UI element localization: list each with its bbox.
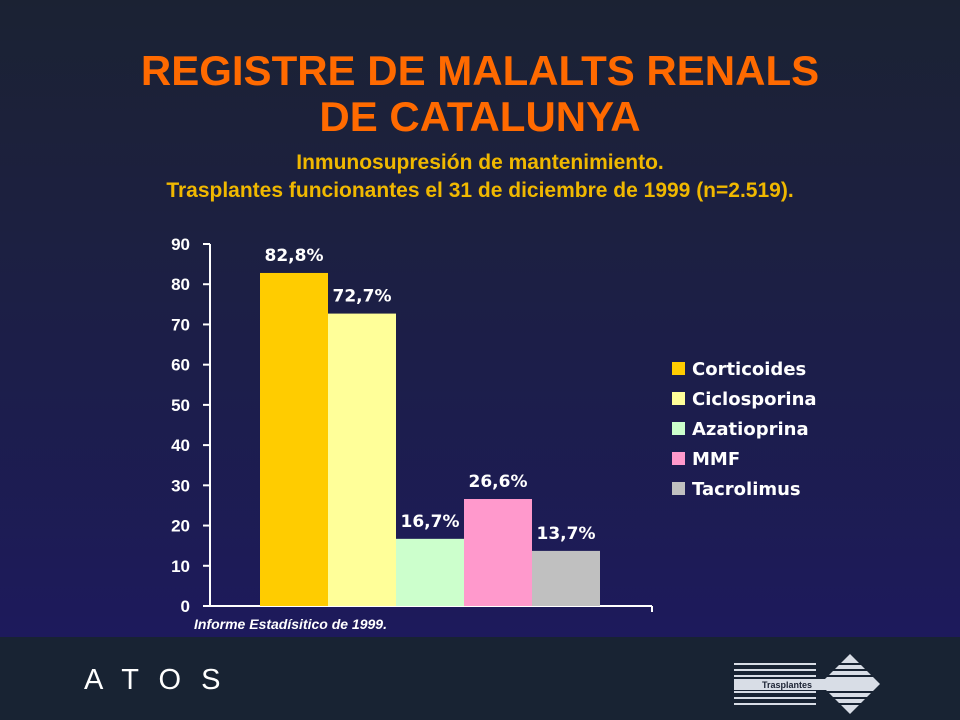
bar-tacrolimus	[532, 550, 600, 606]
bar-azatioprina	[396, 538, 464, 606]
bar-corticoides	[260, 272, 328, 606]
y-tick-label: 20	[171, 517, 190, 536]
title-line-2: DE CATALUNYA	[319, 93, 641, 140]
subtitle-line-1: Inmunosupresión de mantenimiento.	[296, 151, 664, 174]
legend-label-corticoides: Corticoides	[692, 359, 806, 380]
page-title: REGISTRE DE MALALTS RENALS DE CATALUNYA	[0, 48, 960, 140]
legend-label-mmf: MMF	[692, 449, 740, 470]
y-tick-label: 80	[171, 275, 190, 294]
legend-label-tacrolimus: Tacrolimus	[692, 479, 801, 500]
legend-swatch-corticoides	[672, 362, 685, 375]
legend-label-azatioprina: Azatioprina	[692, 419, 809, 440]
bar-mmf	[464, 499, 532, 606]
y-tick-label: 30	[171, 476, 190, 495]
legend-swatch-tacrolimus	[672, 482, 685, 495]
data-label-azatioprina: 16,7%	[401, 512, 460, 532]
subtitle-line-2: Trasplantes funcionantes el 31 de diciem…	[166, 179, 794, 202]
data-label-mmf: 26,6%	[469, 472, 528, 492]
data-label-tacrolimus: 13,7%	[537, 524, 596, 544]
y-tick-label: 50	[171, 396, 190, 415]
y-tick-label: 70	[171, 315, 190, 334]
logo-text: Trasplantes	[762, 680, 812, 690]
legend-swatch-azatioprina	[672, 422, 685, 435]
legend-swatch-mmf	[672, 452, 685, 465]
bar-ciclosporina	[328, 313, 396, 606]
legend-label-ciclosporina: Ciclosporina	[692, 389, 817, 410]
data-label-corticoides: 82,8%	[265, 246, 324, 266]
y-tick-label: 60	[171, 356, 190, 375]
y-tick-label: 10	[171, 557, 190, 576]
y-tick-label: 90	[171, 235, 190, 254]
atos-brand: A T O S	[84, 664, 227, 696]
data-label-ciclosporina: 72,7%	[333, 287, 392, 307]
y-tick-label: 40	[171, 436, 190, 455]
source-note: Informe Estadísitico de 1999.	[194, 616, 387, 632]
trasplantes-logo-icon: Trasplantes	[734, 654, 882, 714]
legend-swatch-ciclosporina	[672, 392, 685, 405]
y-tick-label: 0	[181, 597, 190, 616]
title-line-1: REGISTRE DE MALALTS RENALS	[140, 47, 820, 94]
footer-band	[0, 637, 960, 720]
